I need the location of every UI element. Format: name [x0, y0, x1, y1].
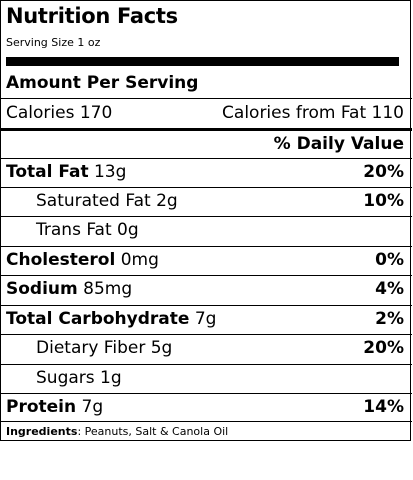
nutrient-row-saturated-fat: Saturated Fat 2g [36, 191, 178, 211]
divider [1, 364, 412, 365]
calories-from-fat: Calories from Fat 110 [222, 103, 404, 123]
nutrient-row-sodium: Sodium 85mg [6, 279, 132, 299]
nutrient-row-total-carbohydrate: Total Carbohydrate 7g [6, 309, 216, 329]
nutrient-amount: 0mg [120, 250, 159, 270]
divider [1, 98, 412, 99]
nutrient-row-sugars: Sugars 1g [36, 368, 122, 388]
nutrient-amount: 2g [156, 191, 178, 211]
nutrient-row-cholesterol: Cholesterol 0mg [6, 250, 159, 270]
divider [1, 158, 412, 159]
nutrient-amount: 85mg [83, 279, 133, 299]
amount-per-serving: Amount Per Serving [6, 73, 199, 93]
nutrient-name: Sugars [36, 368, 95, 388]
nutrient-name: Saturated Fat [36, 191, 151, 211]
serving-size: Serving Size 1 oz [6, 36, 101, 49]
nutrient-row-protein: Protein 7g [6, 397, 103, 417]
nutrient-row-dietary-fiber: Dietary Fiber 5g [36, 338, 172, 358]
nutrient-amount: 13g [93, 162, 127, 182]
divider [1, 421, 412, 422]
daily-value-header: % Daily Value [273, 134, 404, 154]
nutrient-name: Cholesterol [6, 250, 116, 270]
nutrient-amount: 7g [81, 397, 104, 417]
divider [1, 393, 412, 394]
divider-thick [1, 128, 412, 131]
nutrient-name: Protein [6, 397, 77, 417]
nutrient-dv: 14% [363, 397, 404, 417]
nutrient-name: Sodium [6, 279, 78, 299]
ingredients-label: Ingredients [6, 425, 78, 438]
nutrient-dv: 20% [363, 338, 404, 358]
calories: Calories 170 [6, 103, 113, 123]
nutrient-name: Dietary Fiber [36, 338, 146, 358]
nutrient-dv: 10% [363, 191, 404, 211]
nutrition-facts-label: Nutrition Facts Serving Size 1 oz Amount… [0, 0, 412, 441]
nutrient-dv: 0% [375, 250, 404, 270]
nutrient-name: Total Fat [6, 162, 89, 182]
thick-divider [6, 57, 399, 66]
divider [1, 216, 412, 217]
divider [1, 305, 412, 306]
nutrient-dv: 4% [375, 279, 404, 299]
nutrient-dv: 2% [375, 309, 404, 329]
divider [1, 246, 412, 247]
ingredients-text: : Peanuts, Salt & Canola Oil [77, 425, 229, 438]
nutrient-amount: 1g [100, 368, 122, 388]
nutrient-row-total-fat: Total Fat 13g [6, 162, 126, 182]
divider [1, 334, 412, 335]
nutrient-name: Trans Fat [36, 220, 112, 240]
nutrient-row-trans-fat: Trans Fat 0g [36, 220, 139, 240]
nutrient-amount: 5g [150, 338, 173, 358]
label-title: Nutrition Facts [6, 4, 178, 28]
nutrient-name: Total Carbohydrate [6, 309, 190, 329]
nutrient-dv: 20% [363, 162, 404, 182]
ingredients: Ingredients: Peanuts, Salt & Canola Oil [6, 425, 228, 438]
nutrient-amount: 7g [194, 309, 217, 329]
divider [1, 275, 412, 276]
divider [1, 187, 412, 188]
nutrient-amount: 0g [117, 220, 139, 240]
